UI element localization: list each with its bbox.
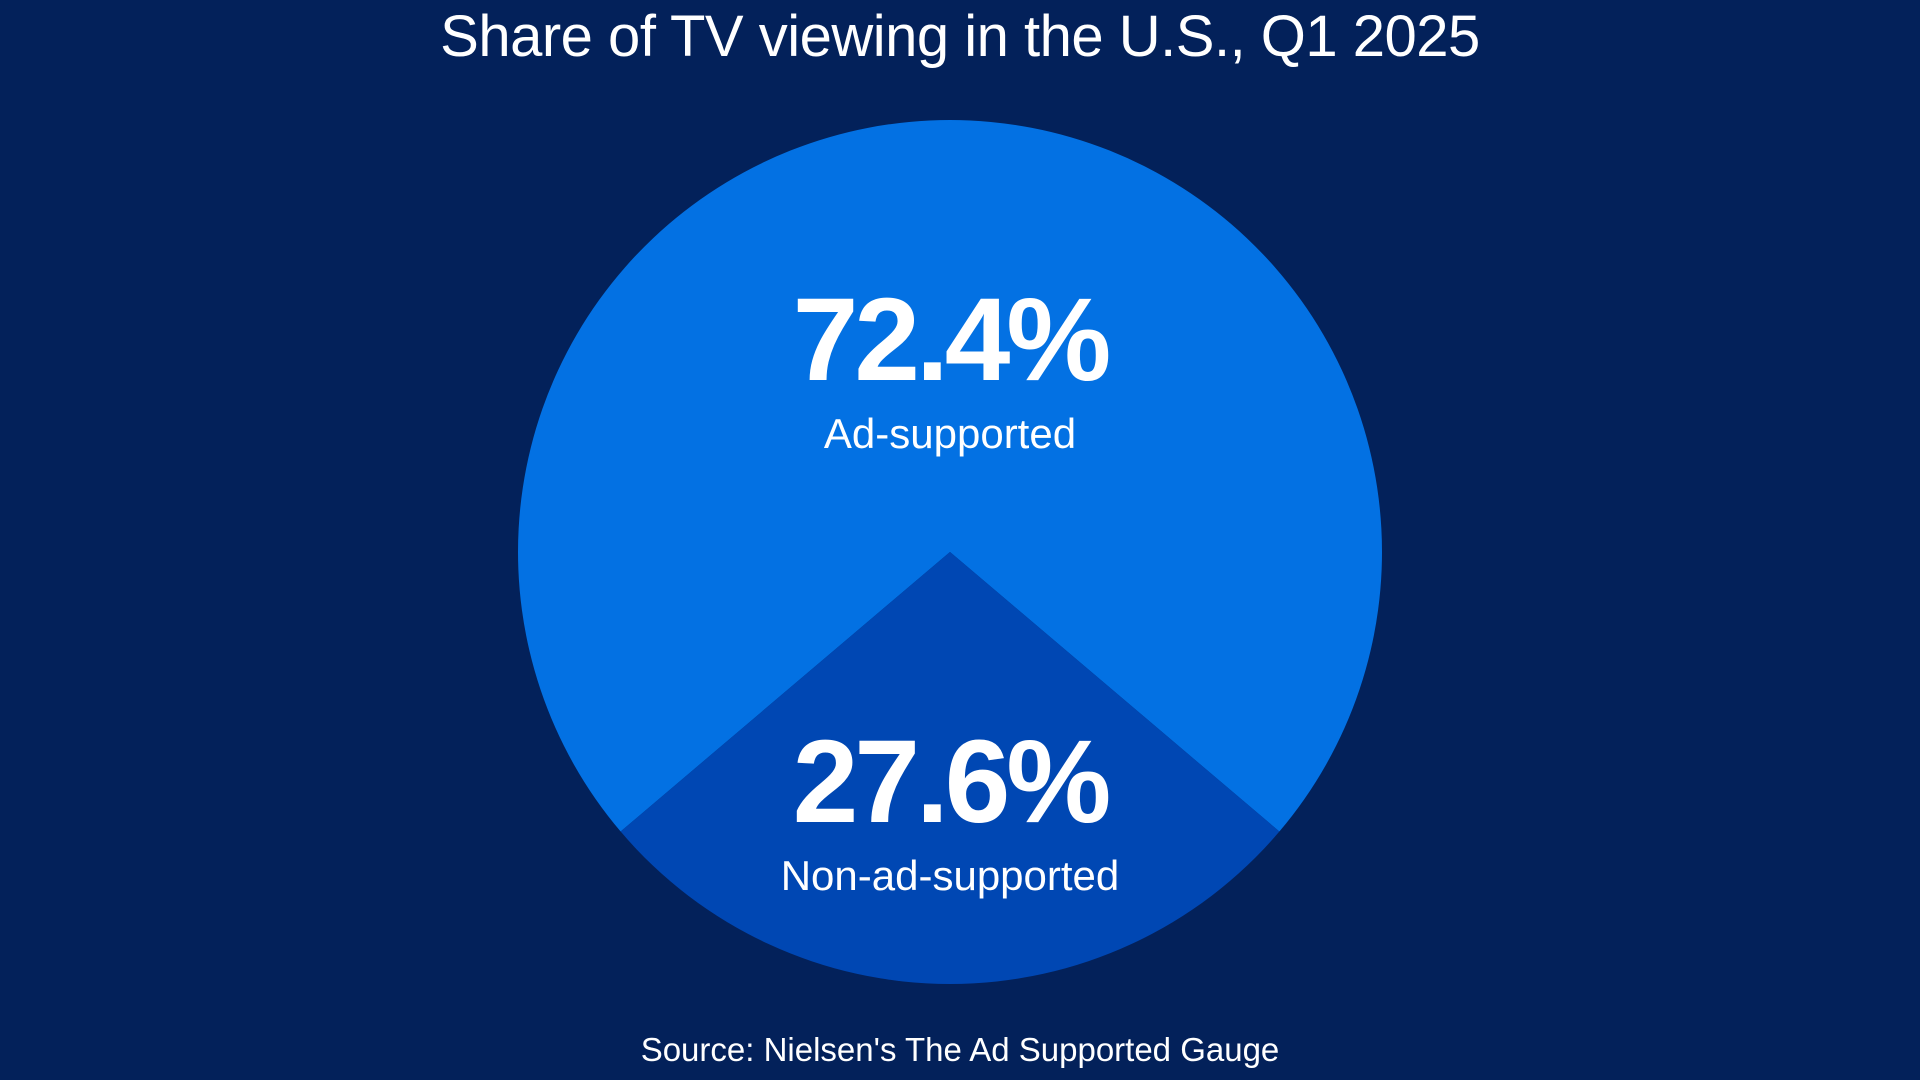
chart-source: Source: Nielsen's The Ad Supported Gauge [640, 1031, 1280, 1068]
category-label-non-ad-supported: Non-ad-supported [781, 852, 1120, 899]
category-label-ad-supported: Ad-supported [824, 410, 1076, 457]
pie-slice-non-ad-supported [620, 552, 1280, 984]
chart-title: Share of TV viewing in the U.S., Q1 2025 [440, 4, 1480, 69]
value-label-non-ad-supported: 27.6% [793, 716, 1109, 848]
value-label-ad-supported: 72.4% [793, 274, 1109, 406]
pie-slice-ad-supported [517, 120, 1383, 832]
